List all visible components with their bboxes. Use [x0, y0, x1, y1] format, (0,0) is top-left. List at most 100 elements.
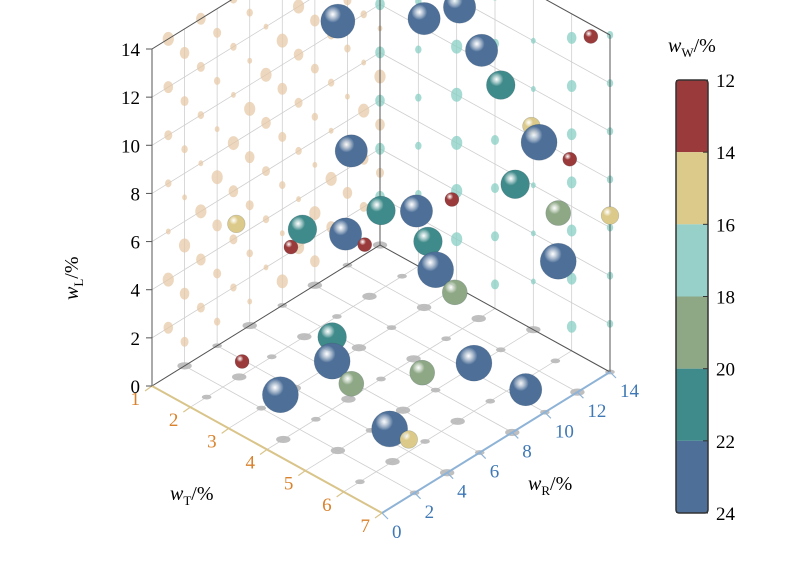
z-tick-label: 8 — [131, 184, 141, 205]
projection-dot — [245, 200, 254, 211]
projection-dot — [530, 230, 536, 237]
y-tick-mark — [577, 391, 584, 399]
z-tick-label: 10 — [121, 136, 140, 157]
projection-dot — [430, 387, 441, 393]
projection-dot — [386, 325, 397, 331]
data-point — [329, 217, 363, 251]
projection-dot — [180, 336, 189, 347]
y-tick-mark — [609, 371, 617, 379]
projection-dot — [213, 27, 222, 38]
colorbar: 12 14 16 18 20 22 24 wW/% — [668, 35, 736, 525]
data-point — [545, 200, 572, 226]
y-tick-label: 10 — [555, 421, 574, 442]
y-tick-label: 8 — [522, 441, 532, 462]
projection-dot — [310, 63, 319, 74]
projection-dot — [397, 273, 407, 279]
projection-dot — [362, 292, 377, 300]
data-point — [357, 237, 373, 252]
projection-dot — [227, 136, 240, 151]
projection-dot — [201, 394, 212, 400]
data-point — [287, 214, 318, 244]
colorbar-tick-label: 14 — [716, 143, 736, 164]
projection-dot — [246, 8, 253, 17]
svg-text:wR/%: wR/% — [528, 473, 572, 498]
projection-dot — [260, 67, 272, 82]
projection-dot — [309, 206, 321, 221]
projection-dot — [530, 37, 536, 44]
projection-dot — [451, 87, 463, 102]
data-point — [509, 373, 543, 407]
data-point — [562, 151, 578, 167]
colorbar-tick-label: 24 — [716, 504, 736, 525]
colorbar-band — [676, 80, 708, 153]
x-tick-label: 3 — [207, 431, 217, 452]
colorbar-label: wW/% — [668, 35, 716, 60]
colorbar-band — [676, 368, 708, 441]
data-points — [227, 0, 620, 449]
projection-dot — [493, 0, 497, 1]
projection-dot — [263, 23, 269, 30]
projection-dot — [341, 395, 356, 403]
projection-dot — [566, 176, 577, 189]
z-tick-label: 2 — [131, 329, 141, 350]
projection-dot — [231, 91, 236, 98]
y-tick-label: 14 — [620, 381, 640, 402]
grid-line — [347, 264, 578, 393]
projection-dot — [196, 61, 205, 72]
projection-dot — [279, 230, 285, 237]
left-wall-projections — [375, 0, 614, 333]
data-point — [227, 214, 246, 234]
projection-dot — [355, 479, 365, 485]
projection-dot — [263, 264, 269, 271]
projection-dot — [420, 439, 430, 444]
y-tick-mark — [511, 432, 519, 439]
colorbar-band — [676, 152, 708, 225]
projection-dot — [312, 161, 318, 168]
data-point — [366, 195, 396, 226]
projection-dot — [179, 287, 190, 300]
projection-dot — [231, 373, 247, 381]
grid-line — [282, 305, 513, 433]
y-tick-label: 12 — [587, 401, 606, 422]
projection-dot — [196, 253, 206, 266]
data-point — [444, 192, 460, 207]
projection-dot — [278, 131, 287, 142]
data-point — [234, 354, 250, 369]
colorbar-tick-label: 18 — [716, 288, 735, 309]
z-tick-label: 4 — [131, 281, 141, 302]
grid-line — [314, 284, 546, 413]
projection-dot — [311, 112, 319, 121]
projection-dot — [276, 274, 288, 289]
x-tick-mark — [144, 385, 153, 392]
projection-dot — [277, 82, 288, 95]
data-point — [600, 206, 620, 225]
z-axis-label: wL/% — [61, 256, 86, 300]
x-tick-label: 2 — [169, 410, 179, 431]
projection-dot — [530, 182, 536, 189]
projection-dot — [247, 298, 253, 305]
projection-dot — [276, 435, 291, 444]
projection-dot — [491, 231, 499, 242]
projection-dot — [294, 97, 303, 108]
data-point — [500, 169, 530, 199]
projection-dot — [196, 302, 205, 313]
x-tick-mark — [221, 427, 230, 434]
z-tick-label: 14 — [121, 40, 141, 61]
projection-dot — [491, 183, 499, 194]
colorbar-tick-label: 20 — [716, 360, 735, 381]
x-tick-label: 5 — [284, 474, 294, 495]
y-tick-mark — [381, 512, 389, 520]
projection-dot — [279, 181, 286, 190]
projection-dot — [451, 39, 463, 54]
projection-dot — [246, 249, 253, 258]
projection-dot — [197, 111, 205, 120]
projection-dot — [181, 145, 188, 154]
projection-dot — [180, 96, 189, 107]
projection-dot — [330, 446, 346, 455]
projection-dot — [247, 57, 253, 64]
projection-dot — [485, 398, 496, 404]
colorbar-band — [676, 224, 708, 297]
